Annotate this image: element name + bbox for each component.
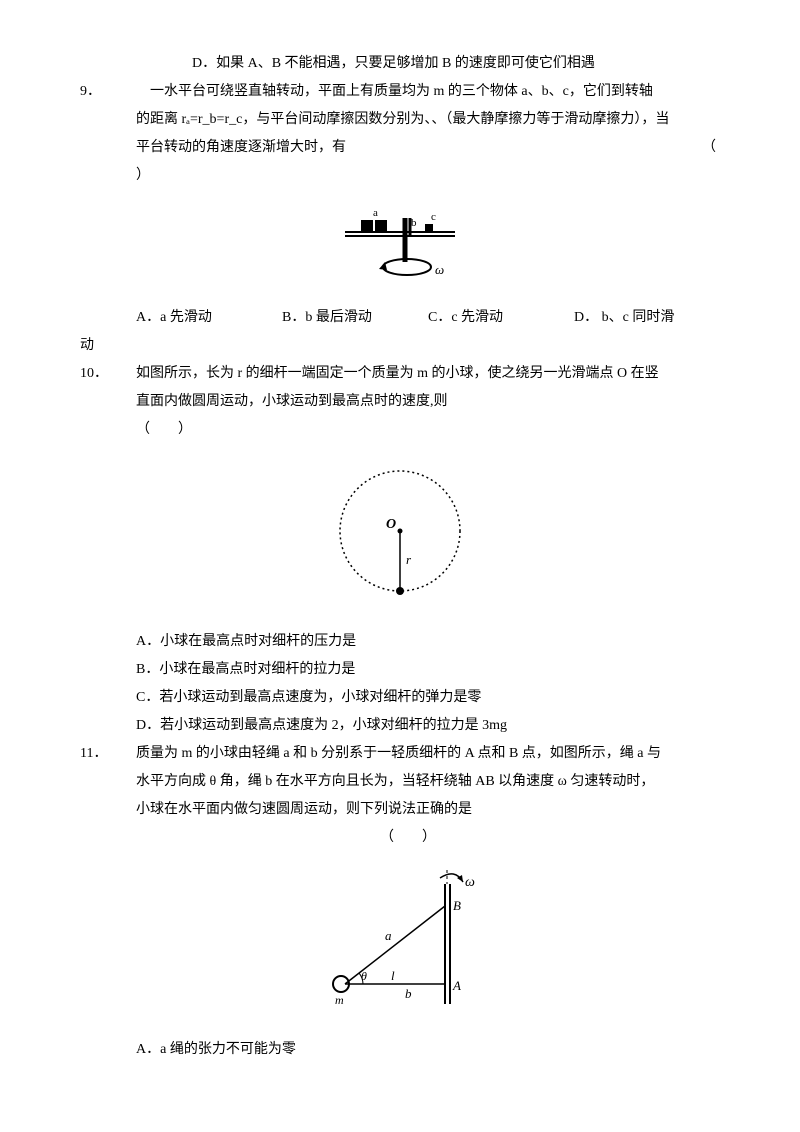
q9-text4: ） bbox=[80, 162, 720, 190]
q9-label-b: b bbox=[411, 217, 417, 229]
q9-figure: a b c ω bbox=[80, 202, 720, 292]
q11-label-a: a bbox=[385, 928, 392, 943]
q9-opt-c: C．c 先滑动 bbox=[428, 304, 574, 332]
q10-opt-a: A．小球在最高点时对细杆的压力是 bbox=[80, 628, 720, 656]
q9-label-c: c bbox=[431, 211, 436, 223]
q11-text2: 水平方向成 θ 角，绳 b 在水平方向且长为，当轻杆绕轴 AB 以角速度 ω 匀… bbox=[80, 768, 720, 796]
q10-paren: （ ） bbox=[80, 416, 720, 444]
q9-label-omega: ω bbox=[435, 262, 444, 277]
q9-opt-b: B．b 最后滑动 bbox=[282, 304, 428, 332]
q11-label-A: A bbox=[452, 978, 461, 993]
q11-label-l: l bbox=[391, 968, 395, 983]
q11-label-b: b bbox=[405, 986, 412, 1001]
q11-label-omega: ω bbox=[465, 875, 475, 890]
q9-label-a: a bbox=[373, 207, 378, 219]
q10-opt-d: D．若小球运动到最高点速度为 2，小球对细杆的拉力是 3mg bbox=[80, 712, 720, 740]
q9-number: 9． bbox=[80, 78, 136, 106]
q10-opt-c: C．若小球运动到最高点速度为，小球对细杆的弹力是零 bbox=[80, 684, 720, 712]
q10-number: 10． bbox=[80, 360, 136, 388]
q9-options: A．a 先滑动 B．b 最后滑动 C．c 先滑动 D． b、c 同时滑 bbox=[80, 304, 720, 332]
q9-opt-d-part1: D． b、c 同时滑 bbox=[574, 304, 720, 332]
q9-text1: 一水平台可绕竖直轴转动，平面上有质量均为 m 的三个物体 a、b、c，它们到转轴 bbox=[136, 78, 720, 106]
q9-opt-a: A．a 先滑动 bbox=[136, 304, 282, 332]
q11-text3: 小球在水平面内做匀速圆周运动，则下列说法正确的是 bbox=[80, 796, 720, 824]
q10-label-r: r bbox=[406, 552, 412, 567]
q10-opt-b: B．小球在最高点时对细杆的拉力是 bbox=[80, 656, 720, 684]
q10-label-o: O bbox=[386, 517, 396, 532]
q11-figure: ω B A a b l θ m bbox=[80, 864, 720, 1024]
q11-paren: （ ） bbox=[80, 824, 720, 852]
prev-option-d: D．如果 A、B 不能相遇，只要足够增加 B 的速度即可使它们相遇 bbox=[80, 50, 720, 78]
q11-label-B: B bbox=[453, 898, 461, 913]
q9-line1: 9． 一水平台可绕竖直轴转动，平面上有质量均为 m 的三个物体 a、b、c，它们… bbox=[80, 78, 720, 106]
q10-text2: 直面内做圆周运动，小球运动到最高点时的速度,则 bbox=[80, 388, 720, 416]
q11-label-theta: θ bbox=[361, 969, 367, 983]
q11-label-m: m bbox=[335, 993, 344, 1007]
q10-figure: O r bbox=[80, 456, 720, 616]
q9-text2: 的距离 rₐ=r_b=r_c，与平台间动摩擦因数分别为、、（最大静摩擦力等于滑动… bbox=[80, 106, 720, 134]
q11-text1: 质量为 m 的小球由轻绳 a 和 b 分别系于一轻质细杆的 A 点和 B 点，如… bbox=[136, 740, 720, 768]
q11-opt-a: A．a 绳的张力不可能为零 bbox=[80, 1036, 720, 1064]
q11-line1: 11． 质量为 m 的小球由轻绳 a 和 b 分别系于一轻质细杆的 A 点和 B… bbox=[80, 740, 720, 768]
q10-line1: 10． 如图所示，长为 r 的细杆一端固定一个质量为 m 的小球，使之绕另一光滑… bbox=[80, 360, 720, 388]
q9-text3: 平台转动的角速度逐渐增大时，有 （ bbox=[80, 134, 720, 162]
q10-text1: 如图所示，长为 r 的细杆一端固定一个质量为 m 的小球，使之绕另一光滑端点 O… bbox=[136, 360, 720, 388]
q11-number: 11． bbox=[80, 740, 136, 768]
q9-opt-d-part2: 动 bbox=[80, 332, 720, 360]
